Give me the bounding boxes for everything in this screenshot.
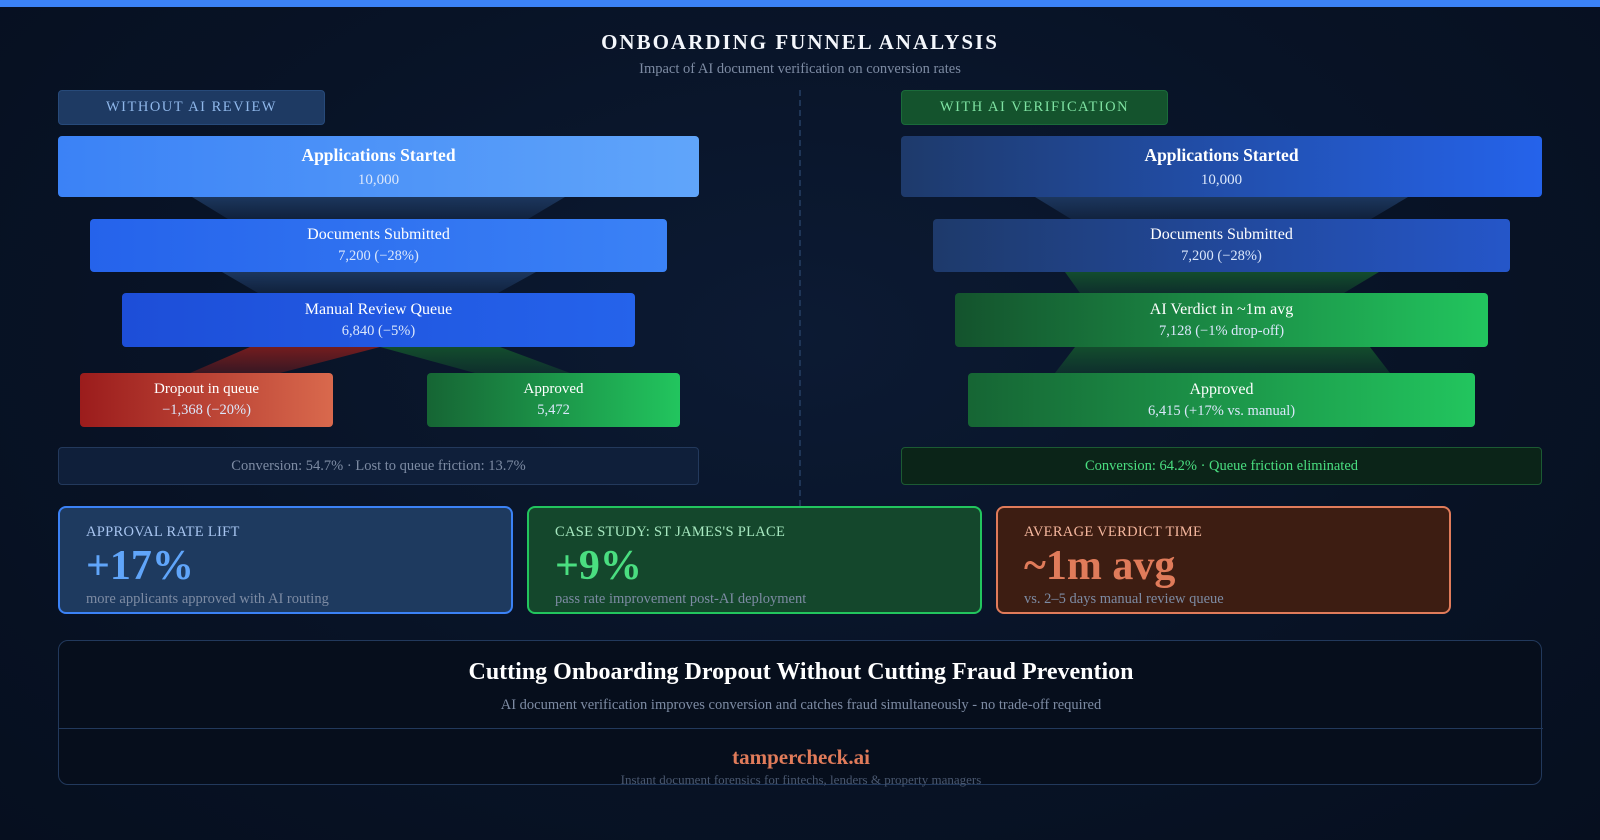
left-stage-documents-submitted: Documents Submitted 7,200 (−28%) bbox=[90, 219, 667, 272]
stage-name: Manual Review Queue bbox=[304, 300, 453, 318]
stage-value: 10,000 bbox=[357, 171, 400, 188]
brand-tagline: Instant document forensics for fintechs,… bbox=[620, 772, 982, 787]
left-conversion-summary: Conversion: 54.7% · Lost to queue fricti… bbox=[58, 447, 699, 485]
tag-with-ai-verification: WITH AI VERIFICATION bbox=[901, 90, 1168, 125]
stat-label: AVERAGE VERDICT TIME bbox=[1024, 524, 1203, 540]
right-stage-documents-submitted: Documents Submitted 7,200 (−28%) bbox=[933, 219, 1510, 272]
right-stage-ai-verdict: AI Verdict in ~1m avg 7,128 (−1% drop-of… bbox=[955, 293, 1488, 347]
right-conversion-summary: Conversion: 64.2% · Queue friction elimi… bbox=[901, 447, 1542, 485]
right-connector-2 bbox=[1065, 272, 1379, 293]
tag-without-ai-review: WITHOUT AI REVIEW bbox=[58, 90, 325, 125]
stage-value: 7,200 (−28%) bbox=[338, 248, 419, 264]
stage-name: Documents Submitted bbox=[307, 226, 450, 243]
stat-card-case-study: CASE STUDY: ST JAMES'S PLACE +9% pass ra… bbox=[527, 506, 982, 614]
right-connector-3 bbox=[1055, 347, 1390, 373]
left-stage-dropout-in-queue: Dropout in queue −1,368 (−20%) bbox=[80, 373, 333, 427]
right-stage-approved: Approved 6,415 (+17% vs. manual) bbox=[968, 373, 1475, 427]
stage-name: Documents Submitted bbox=[1150, 226, 1293, 243]
stat-card-approval-rate-lift: APPROVAL RATE LIFT +17% more applicants … bbox=[58, 506, 513, 614]
stage-value: −1,368 (−20%) bbox=[162, 402, 251, 418]
stat-value: ~1m avg bbox=[1024, 543, 1176, 589]
center-divider bbox=[799, 90, 801, 506]
cta-subtext: AI document verification improves conver… bbox=[500, 697, 1102, 713]
stat-label: CASE STUDY: ST JAMES'S PLACE bbox=[555, 524, 786, 540]
stage-value: 6,415 (+17% vs. manual) bbox=[1147, 402, 1296, 419]
stat-value: +17% bbox=[86, 543, 194, 589]
stage-value: 10,000 bbox=[1200, 171, 1243, 188]
stage-name: Applications Started bbox=[301, 144, 456, 165]
stage-value: 6,840 (−5%) bbox=[341, 322, 416, 339]
stage-name: Applications Started bbox=[1144, 144, 1299, 165]
cta-divider bbox=[59, 728, 1543, 729]
left-connector-1 bbox=[192, 197, 565, 219]
stat-value: +9% bbox=[555, 543, 642, 589]
stage-value: 5,472 bbox=[537, 402, 570, 418]
top-accent-bar bbox=[0, 0, 1600, 7]
left-stage-applications-started: Applications Started 10,000 bbox=[58, 136, 699, 197]
left-connector-2 bbox=[222, 272, 536, 293]
page-subtitle: Impact of AI document verification on co… bbox=[639, 61, 961, 77]
stage-value: 7,128 (−1% drop-off) bbox=[1158, 322, 1285, 339]
stage-name: Approved bbox=[1189, 380, 1254, 398]
left-stage-approved: Approved 5,472 bbox=[427, 373, 680, 427]
cta-headline: Cutting Onboarding Dropout Without Cutti… bbox=[468, 659, 1134, 685]
stat-description: more applicants approved with AI routing bbox=[86, 591, 329, 607]
left-stage-manual-review-queue: Manual Review Queue 6,840 (−5%) bbox=[122, 293, 635, 347]
stat-description: pass rate improvement post-AI deployment bbox=[555, 591, 807, 607]
stat-description: vs. 2–5 days manual review queue bbox=[1024, 591, 1224, 607]
page-title: ONBOARDING FUNNEL ANALYSIS bbox=[601, 30, 999, 54]
right-connector-1 bbox=[1035, 197, 1408, 219]
stage-value: 7,200 (−28%) bbox=[1181, 248, 1262, 264]
stage-name: Dropout in queue bbox=[154, 381, 259, 397]
cta-panel: Cutting Onboarding Dropout Without Cutti… bbox=[58, 640, 1543, 787]
stat-card-average-verdict-time: AVERAGE VERDICT TIME ~1m avg vs. 2–5 day… bbox=[996, 506, 1451, 614]
left-connector-approved bbox=[380, 347, 570, 373]
stat-label: APPROVAL RATE LIFT bbox=[86, 524, 240, 540]
left-connector-dropout bbox=[190, 347, 380, 373]
brand-link[interactable]: tampercheck.ai bbox=[732, 745, 870, 769]
stage-name: AI Verdict in ~1m avg bbox=[1149, 300, 1294, 318]
stage-name: Approved bbox=[523, 381, 584, 397]
right-stage-applications-started: Applications Started 10,000 bbox=[901, 136, 1542, 197]
